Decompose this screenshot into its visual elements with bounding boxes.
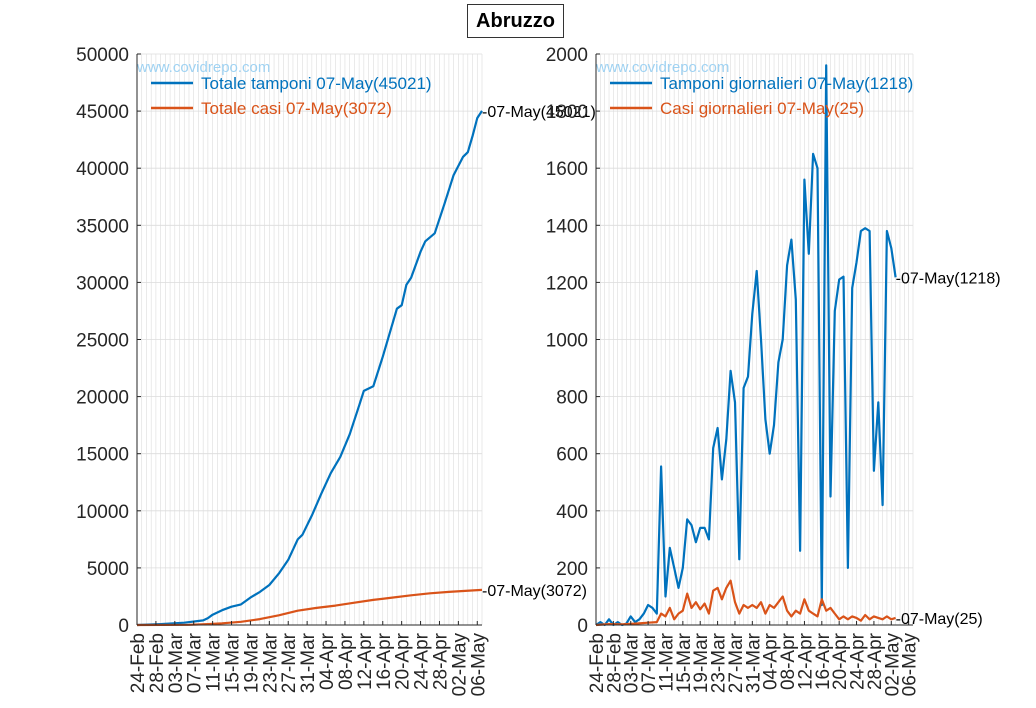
x-tick-label: 15-Mar bbox=[223, 632, 244, 693]
legend-entry-2: Totale casi 07-May(3072) bbox=[201, 99, 392, 118]
x-tick-label: 24-Apr bbox=[412, 632, 433, 690]
x-tick-label: 28-Apr bbox=[430, 632, 451, 690]
x-tick-label: 15-Mar bbox=[674, 632, 695, 693]
x-tick-label: 08-Apr bbox=[778, 632, 799, 690]
x-tick-label: 20-Apr bbox=[393, 632, 414, 690]
series-line-1 bbox=[136, 110, 483, 627]
x-tick-label: 03-Mar bbox=[622, 632, 643, 693]
y-tick-label: 10000 bbox=[76, 502, 129, 523]
y-tick-label: 0 bbox=[577, 616, 588, 637]
x-tick-label: 02-May bbox=[449, 633, 470, 697]
x-tick-label: 07-Mar bbox=[185, 632, 206, 693]
x-tick-label: 02-May bbox=[882, 633, 903, 697]
legend-entry-2: Casi giornalieri 07-May(25) bbox=[660, 99, 864, 118]
x-tick-label: 04-Apr bbox=[317, 632, 338, 690]
x-tick-label: 28-Feb bbox=[604, 633, 625, 693]
x-tick-label: 20-Apr bbox=[830, 632, 851, 690]
y-tick-label: 1200 bbox=[546, 273, 588, 294]
x-tick-label: 28-Apr bbox=[865, 632, 886, 690]
end-label-1: -07-May(45021) bbox=[482, 104, 596, 121]
x-tick-label: 12-Apr bbox=[355, 632, 376, 690]
y-tick-label: 1600 bbox=[546, 159, 588, 180]
y-tick-label: 1400 bbox=[546, 216, 588, 237]
watermark: www.covidrepo.com bbox=[595, 59, 729, 76]
y-tick-label: 200 bbox=[556, 559, 588, 580]
y-tick-label: 50000 bbox=[76, 45, 129, 66]
x-tick-label: 24-Feb bbox=[587, 633, 608, 693]
y-tick-label: 45000 bbox=[76, 102, 129, 123]
y-tick-label: 800 bbox=[556, 388, 588, 409]
y-tick-label: 35000 bbox=[76, 216, 129, 237]
series-line-1 bbox=[595, 64, 897, 627]
x-tick-label: 24-Feb bbox=[128, 633, 149, 693]
x-tick-label: 27-Mar bbox=[726, 632, 747, 693]
x-tick-label: 23-Mar bbox=[260, 632, 281, 693]
x-tick-label: 04-Apr bbox=[761, 632, 782, 690]
x-tick-label: 16-Apr bbox=[374, 632, 395, 690]
y-tick-label: 20000 bbox=[76, 388, 129, 409]
y-tick-label: 0 bbox=[118, 616, 129, 637]
end-label-2: -07-May(25) bbox=[896, 611, 983, 628]
y-tick-label: 15000 bbox=[76, 445, 129, 466]
y-tick-label: 1000 bbox=[546, 331, 588, 352]
legend-entry-1: Totale tamponi 07-May(45021) bbox=[201, 74, 432, 93]
x-tick-label: 07-Mar bbox=[639, 632, 660, 693]
x-tick-label: 12-Apr bbox=[795, 632, 816, 690]
end-label-2: -07-May(3072) bbox=[482, 583, 587, 600]
y-tick-label: 40000 bbox=[76, 159, 129, 180]
y-tick-label: 600 bbox=[556, 445, 588, 466]
x-tick-label: 24-Apr bbox=[848, 632, 869, 690]
x-tick-label: 16-Apr bbox=[813, 632, 834, 690]
y-tick-label: 1800 bbox=[546, 102, 588, 123]
end-label-1: -07-May(1218) bbox=[896, 270, 1001, 287]
x-tick-label: 31-Mar bbox=[743, 632, 764, 693]
x-tick-label: 03-Mar bbox=[166, 632, 187, 693]
x-tick-label: 27-Mar bbox=[279, 632, 300, 693]
x-tick-label: 23-Mar bbox=[709, 632, 730, 693]
y-tick-label: 2000 bbox=[546, 45, 588, 66]
x-tick-label: 19-Mar bbox=[691, 632, 712, 693]
watermark: www.covidrepo.com bbox=[136, 59, 270, 76]
figure-title: Abruzzo bbox=[467, 4, 564, 38]
series-line-2 bbox=[595, 579, 896, 627]
x-tick-label: 06-May bbox=[468, 633, 489, 697]
x-tick-label: 19-Mar bbox=[241, 632, 262, 693]
legend-entry-1: Tamponi giornalieri 07-May(1218) bbox=[660, 74, 913, 93]
y-tick-label: 400 bbox=[556, 502, 588, 523]
x-tick-label: 28-Feb bbox=[147, 633, 168, 693]
x-tick-label: 06-May bbox=[900, 633, 921, 697]
y-tick-label: 25000 bbox=[76, 331, 129, 352]
x-tick-label: 11-Mar bbox=[656, 632, 677, 691]
y-tick-label: 30000 bbox=[76, 273, 129, 294]
x-tick-label: 08-Apr bbox=[336, 632, 357, 690]
series-line-2 bbox=[136, 588, 483, 627]
y-tick-label: 5000 bbox=[87, 559, 129, 580]
x-tick-label: 11-Mar bbox=[204, 632, 225, 691]
x-tick-label: 31-Mar bbox=[298, 632, 319, 693]
